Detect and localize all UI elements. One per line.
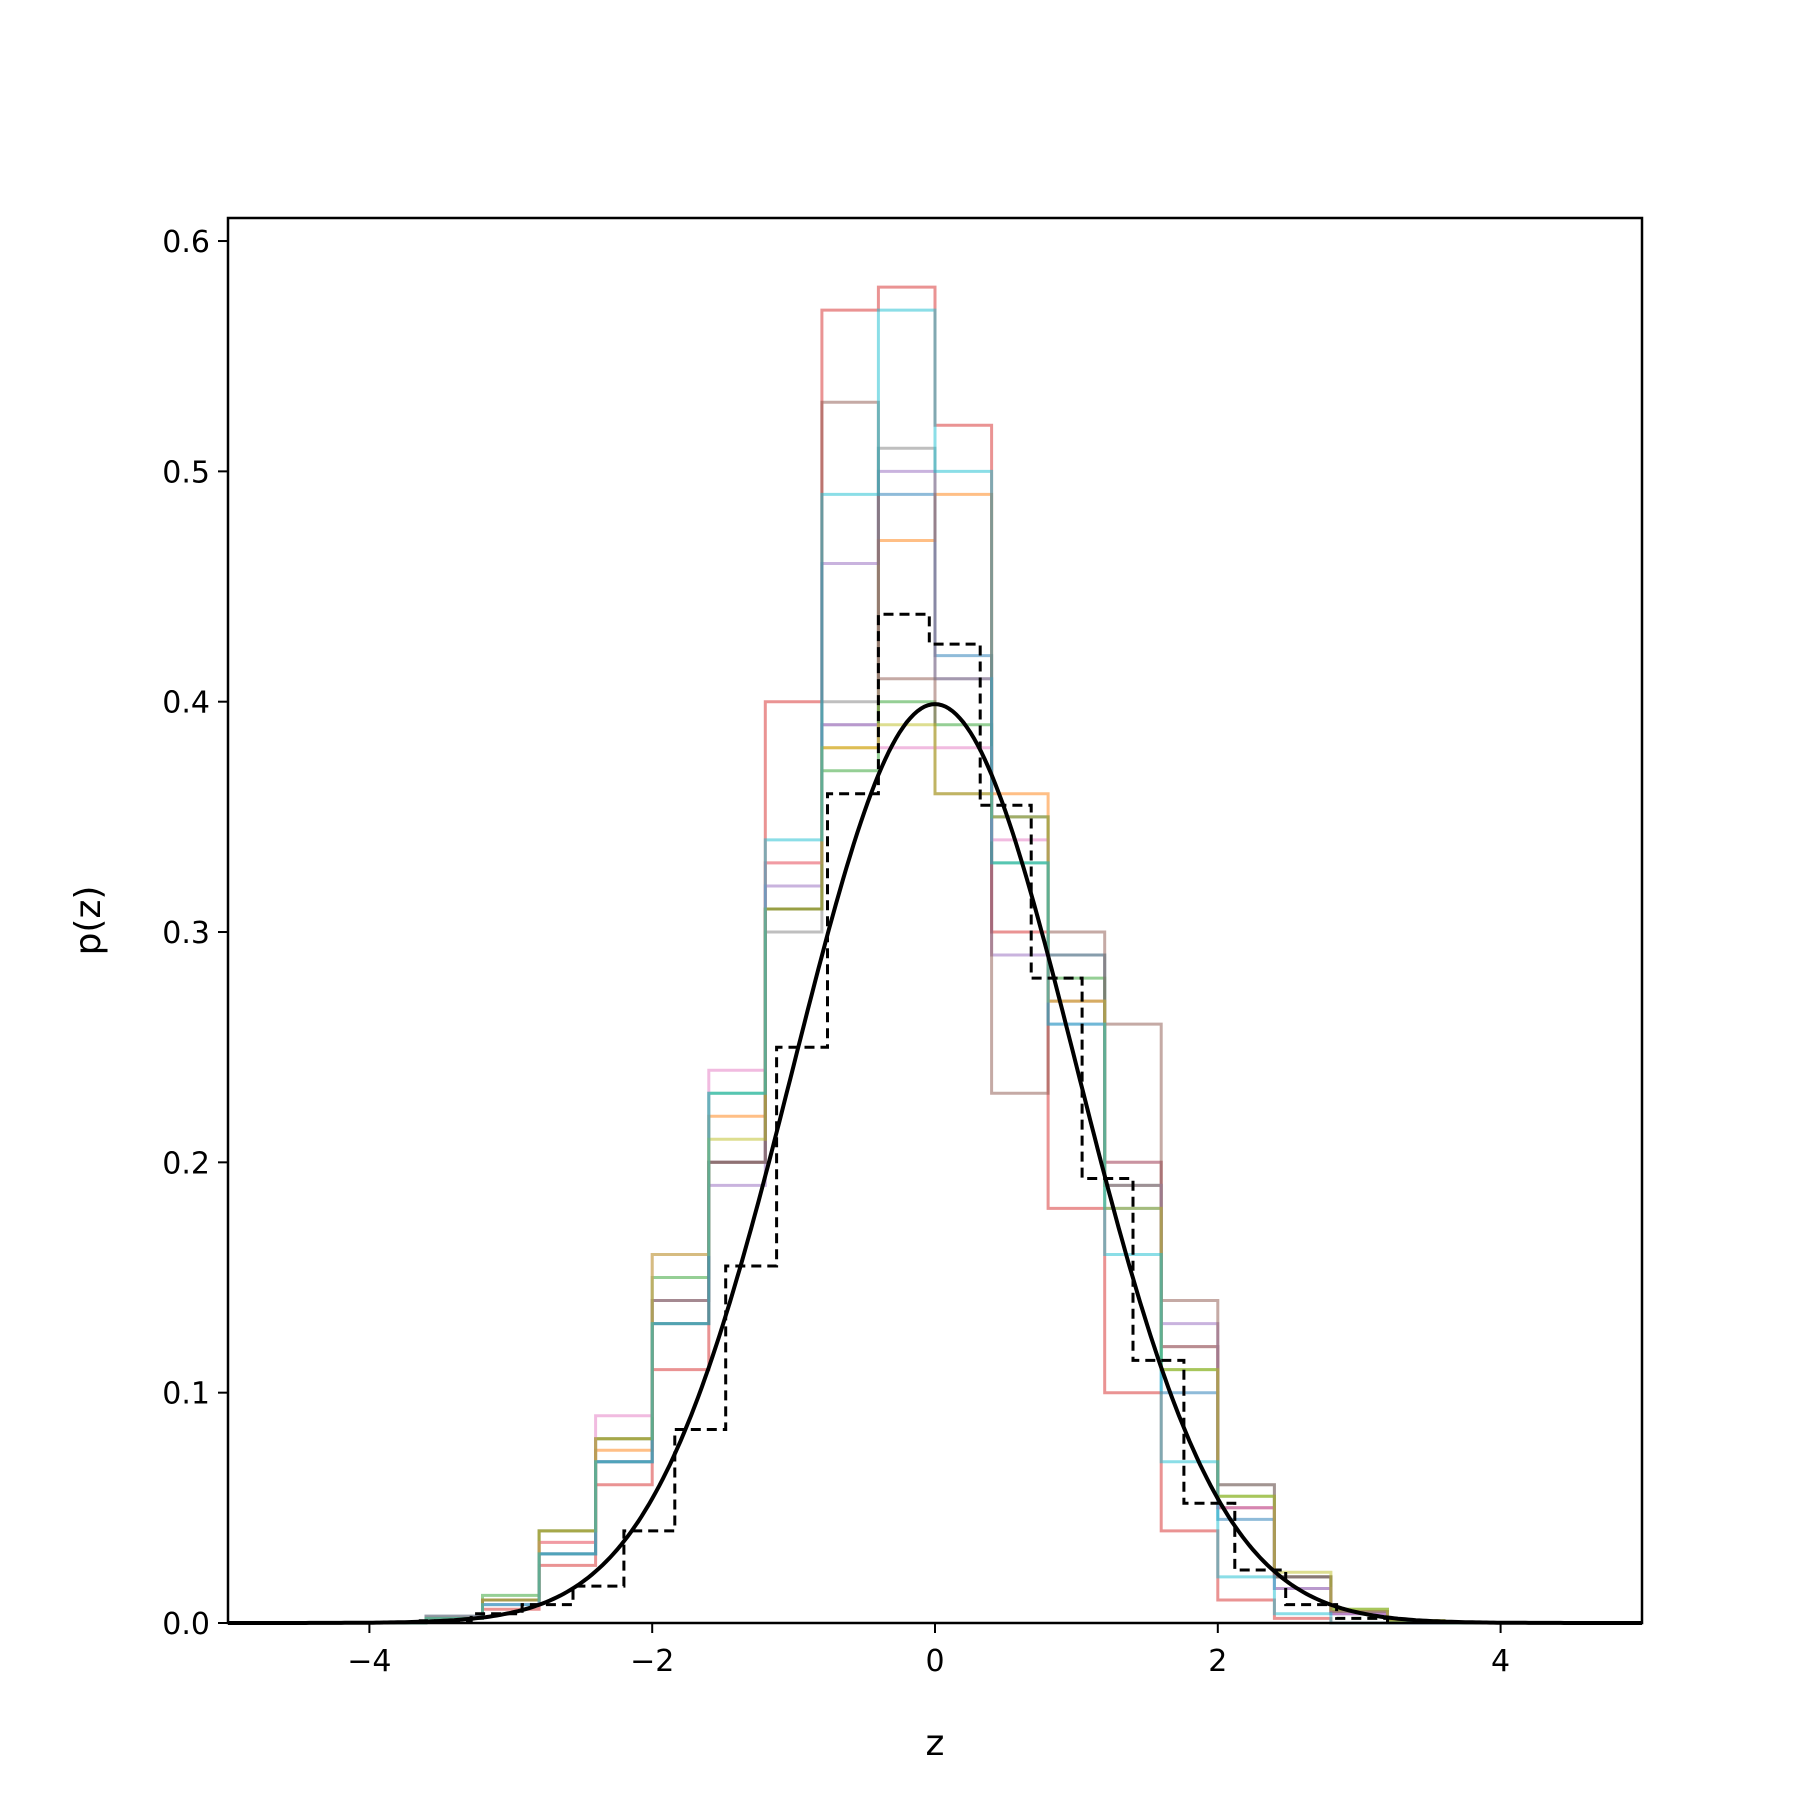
reference-curve-layer — [228, 702, 1642, 1625]
x-tick-label: −4 — [347, 1644, 391, 1679]
histogram-series-4 — [369, 285, 1501, 1625]
x-tick-label: 0 — [925, 1644, 944, 1679]
y-tick-label: 0.2 — [162, 1146, 210, 1181]
normal-pdf-curve — [228, 702, 1642, 1625]
x-axis-ticks: −4 −2 0 2 4 — [347, 1623, 1510, 1679]
histogram-series-8 — [369, 446, 1501, 1625]
y-tick-label: 0.5 — [162, 455, 210, 490]
histogram-series-3 — [369, 700, 1501, 1625]
histogram-series-10 — [369, 308, 1501, 1625]
y-axis-label: p(z) — [68, 886, 109, 956]
y-tick-label: 0.3 — [162, 916, 210, 951]
y-axis-ticks: 0.0 0.1 0.2 0.3 0.4 0.5 0.6 — [162, 225, 228, 1642]
x-tick-label: 2 — [1208, 1644, 1227, 1679]
x-tick-label: −2 — [630, 1644, 674, 1679]
y-tick-label: 0.1 — [162, 1377, 210, 1412]
x-tick-label: 4 — [1491, 1644, 1510, 1679]
histogram-series-9 — [369, 723, 1501, 1625]
histogram-layer — [369, 285, 1501, 1625]
x-axis-label: z — [926, 1723, 945, 1764]
y-tick-label: 0.0 — [162, 1607, 210, 1642]
histogram-series-7 — [369, 723, 1501, 1625]
y-tick-label: 0.6 — [162, 225, 210, 260]
dashed-histogram — [418, 612, 1389, 1623]
dashed-histogram-layer — [418, 612, 1389, 1623]
y-tick-label: 0.4 — [162, 686, 210, 721]
